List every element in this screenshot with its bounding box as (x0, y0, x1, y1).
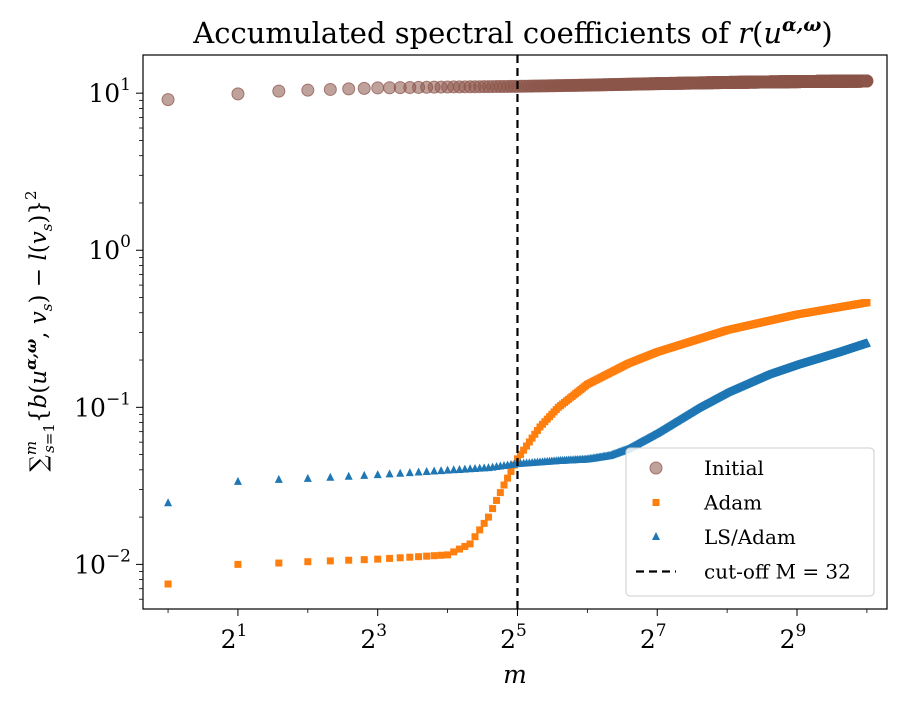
data-point (374, 555, 382, 563)
data-point (533, 427, 541, 435)
data-point (344, 471, 353, 480)
data-point (396, 554, 404, 562)
y-tick-label: 10−2 (74, 546, 131, 579)
data-point (301, 83, 315, 97)
data-point (443, 465, 452, 474)
data-point (373, 470, 382, 479)
data-point (345, 556, 353, 564)
data-point (360, 556, 368, 564)
y-tick-label: 101 (88, 75, 131, 108)
legend-marker (652, 499, 660, 506)
data-point (406, 553, 414, 561)
legend-label: cut-off M = 32 (704, 560, 851, 584)
legend-label: Initial (704, 456, 764, 480)
y-tick-label: 100 (88, 232, 131, 265)
data-point (455, 464, 464, 473)
chart-title: Accumulated spectral coefficients of r(u… (192, 14, 832, 50)
data-point (523, 442, 531, 450)
data-point (449, 465, 458, 474)
data-point (303, 473, 312, 482)
legend-entry: Initial (649, 456, 764, 480)
data-point (414, 467, 423, 476)
data-point (863, 298, 871, 306)
data-point (493, 496, 501, 504)
data-point (360, 470, 369, 479)
legend-marker (652, 532, 660, 540)
data-point (528, 434, 536, 442)
legend-entry: cut-off M = 32 (636, 560, 851, 584)
y-axis-label: ∑ms=1{b(uα,ω, vs) − l(vs)}2 (22, 190, 58, 471)
x-axis-label: m (503, 660, 527, 689)
data-point (386, 554, 394, 562)
data-point (484, 513, 492, 521)
data-point (422, 467, 431, 476)
x-tick-label: 23 (360, 621, 387, 654)
data-point (504, 474, 512, 482)
data-point (342, 82, 356, 96)
legend-box (625, 447, 875, 597)
legend-entry: Adam (652, 491, 762, 515)
data-point (326, 557, 334, 565)
axis-layer: 21 23 25 27 29 10−2 10−1 100 101 (74, 54, 888, 654)
x-tick-label: 29 (780, 621, 807, 654)
data-point (275, 559, 283, 567)
x-tick-label: 21 (221, 621, 248, 654)
data-point (507, 467, 515, 475)
data-point (323, 82, 337, 96)
data-point (161, 93, 175, 107)
data-point (455, 545, 463, 553)
data-point (304, 558, 312, 566)
legend-label: LS/Adam (704, 525, 796, 549)
data-point (357, 81, 371, 95)
data-point (385, 469, 394, 478)
series-ls-adam (164, 338, 871, 507)
data-point (531, 430, 539, 438)
data-point (164, 498, 173, 507)
data-point (274, 474, 283, 483)
legend-marker (649, 461, 663, 475)
x-tick-label: 27 (640, 621, 667, 654)
data-point (450, 548, 458, 556)
data-point (430, 552, 438, 560)
legend-entry: LS/Adam (652, 525, 796, 549)
data-point (430, 466, 439, 475)
series-layer (161, 74, 874, 588)
data-point (272, 84, 286, 98)
data-point (496, 489, 504, 497)
data-point (489, 505, 497, 513)
data-point (862, 338, 871, 347)
data-point (405, 468, 414, 477)
data-point (471, 533, 479, 541)
data-point (326, 472, 335, 481)
data-point (517, 450, 525, 458)
legend: Initial Adam LS/Adam cut-off M = 32 (625, 447, 875, 597)
data-point (437, 551, 445, 559)
data-point (476, 526, 484, 534)
data-point (860, 74, 874, 88)
data-point (233, 476, 242, 485)
legend-label: Adam (703, 491, 762, 515)
data-point (480, 519, 488, 527)
series-initial (161, 74, 874, 107)
data-point (525, 438, 533, 446)
data-point (460, 464, 469, 473)
data-point (466, 540, 474, 548)
data-point (520, 446, 528, 454)
data-point (371, 81, 385, 95)
x-tick-label: 25 (500, 621, 527, 654)
data-point (500, 481, 508, 489)
y-tick-label: 10−1 (74, 389, 131, 422)
data-point (437, 466, 446, 475)
data-point (423, 552, 431, 560)
data-point (461, 542, 469, 550)
data-point (396, 468, 405, 477)
series-adam (164, 298, 871, 588)
data-point (444, 551, 452, 559)
data-point (164, 580, 172, 588)
data-point (234, 560, 242, 568)
data-point (415, 553, 423, 561)
data-point (231, 87, 245, 101)
